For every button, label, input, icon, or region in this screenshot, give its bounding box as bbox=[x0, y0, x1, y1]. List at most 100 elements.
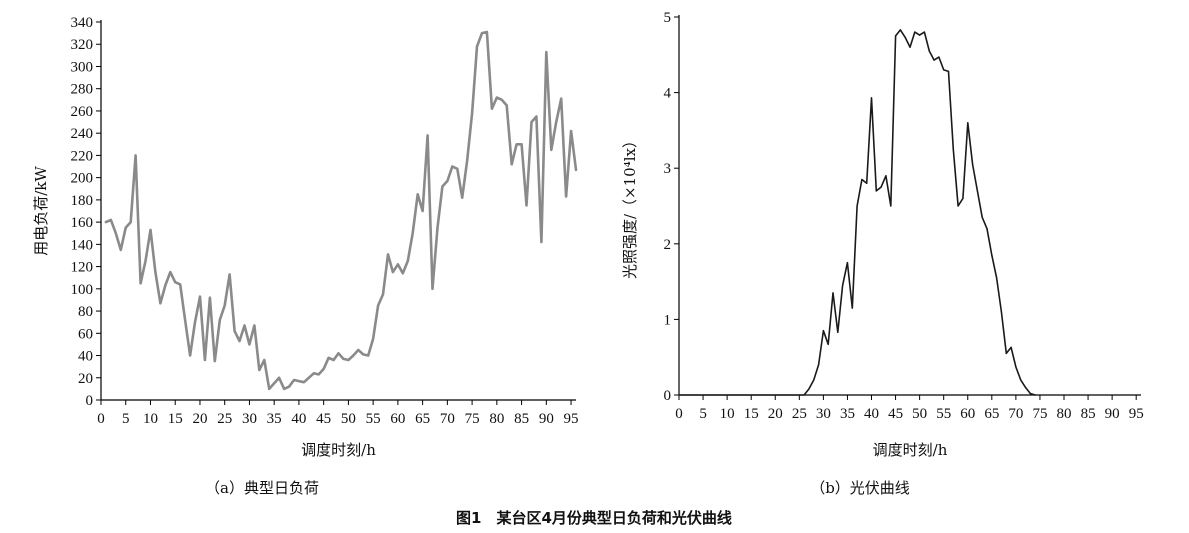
y-tick-label: 4 bbox=[664, 86, 672, 102]
data-point bbox=[506, 104, 508, 106]
data-point bbox=[971, 163, 974, 166]
x-tick-label: 65 bbox=[415, 411, 430, 427]
x-tick-label: 5 bbox=[699, 406, 707, 422]
data-point bbox=[947, 70, 950, 73]
data-point bbox=[209, 297, 211, 299]
data-point bbox=[991, 254, 993, 256]
data-point bbox=[337, 352, 340, 354]
data-point bbox=[248, 343, 251, 346]
x-tick-label: 65 bbox=[984, 406, 999, 422]
data-point bbox=[491, 108, 493, 110]
y-tick-label: 340 bbox=[71, 15, 94, 31]
y-tick-label: 180 bbox=[71, 193, 94, 209]
x-axis-label: 调度时刻/h bbox=[301, 441, 376, 459]
data-point bbox=[154, 271, 157, 273]
data-point bbox=[149, 229, 152, 231]
data-point bbox=[540, 241, 542, 243]
y-tick-label: 240 bbox=[71, 126, 94, 142]
data-point bbox=[476, 45, 478, 48]
data-point bbox=[928, 50, 930, 52]
data-point bbox=[293, 379, 295, 381]
x-tick-label: 80 bbox=[489, 411, 504, 427]
data-point bbox=[919, 34, 921, 36]
data-point bbox=[827, 343, 829, 345]
data-point bbox=[367, 354, 369, 357]
x-tick-label: 30 bbox=[816, 406, 831, 422]
y-tick-label: 60 bbox=[78, 326, 93, 342]
data-point bbox=[135, 154, 137, 157]
data-point bbox=[159, 302, 161, 304]
data-point bbox=[822, 330, 824, 332]
data-point bbox=[164, 284, 166, 287]
data-point bbox=[204, 359, 206, 361]
data-point bbox=[996, 277, 998, 279]
data-point bbox=[530, 121, 533, 123]
data-point bbox=[803, 394, 805, 396]
data-point bbox=[362, 353, 364, 356]
y-axis-label: 光照强度/（×10⁴lx） bbox=[621, 133, 639, 279]
data-point bbox=[115, 232, 117, 234]
data-point bbox=[238, 340, 241, 342]
x-tick-label: 15 bbox=[168, 411, 183, 427]
data-point bbox=[1010, 346, 1012, 348]
x-tick-label: 30 bbox=[242, 411, 257, 427]
x-tick-label: 0 bbox=[97, 411, 105, 427]
data-point bbox=[273, 382, 275, 384]
data-point bbox=[323, 368, 325, 370]
data-point bbox=[832, 292, 834, 294]
data-point bbox=[214, 360, 216, 362]
data-point bbox=[842, 284, 844, 286]
y-tick-label: 20 bbox=[78, 371, 93, 387]
data-point bbox=[560, 98, 562, 100]
data-point bbox=[189, 354, 191, 357]
data-point bbox=[174, 281, 176, 283]
data-point bbox=[268, 388, 270, 390]
data-point bbox=[392, 271, 394, 273]
y-axis-label: 用电负荷/kW bbox=[32, 166, 50, 256]
y-tick-label: 5 bbox=[664, 10, 672, 26]
y-tick-label: 220 bbox=[71, 148, 94, 164]
data-point bbox=[851, 307, 853, 309]
data-point bbox=[535, 115, 538, 118]
data-point bbox=[486, 31, 488, 33]
x-tick-label: 95 bbox=[1129, 406, 1144, 422]
data-point bbox=[258, 369, 260, 371]
data-point bbox=[233, 330, 236, 332]
data-point bbox=[357, 349, 359, 351]
y-tick-label: 260 bbox=[71, 104, 94, 120]
x-tick-label: 40 bbox=[291, 411, 306, 427]
data-point bbox=[308, 377, 310, 379]
x-tick-label: 70 bbox=[1008, 406, 1023, 422]
data-point bbox=[1015, 366, 1017, 368]
data-point bbox=[397, 263, 399, 265]
data-point bbox=[125, 227, 127, 229]
data-point bbox=[179, 283, 181, 285]
data-point bbox=[909, 46, 911, 48]
x-tick-label: 45 bbox=[888, 406, 903, 422]
x-tick-label: 80 bbox=[1057, 406, 1072, 422]
data-point bbox=[813, 379, 815, 381]
data-point bbox=[1029, 392, 1031, 395]
data-point bbox=[402, 272, 404, 274]
data-point bbox=[461, 197, 463, 199]
data-point bbox=[923, 31, 926, 33]
x-tick-label: 90 bbox=[1105, 406, 1120, 422]
data-point bbox=[808, 388, 810, 390]
data-point bbox=[933, 59, 935, 61]
x-tick-label: 5 bbox=[122, 411, 130, 427]
data-point bbox=[870, 97, 873, 99]
data-point bbox=[431, 288, 434, 290]
data-point bbox=[278, 377, 280, 379]
data-point bbox=[943, 69, 945, 71]
data-point bbox=[224, 304, 226, 307]
data-point bbox=[856, 205, 858, 207]
data-point bbox=[243, 324, 246, 327]
data-point bbox=[422, 210, 424, 212]
data-point bbox=[446, 180, 448, 182]
data-point bbox=[575, 169, 577, 171]
data-point bbox=[199, 296, 201, 298]
data-point bbox=[130, 221, 132, 223]
y-tick-label: 1 bbox=[664, 312, 672, 328]
data-point bbox=[436, 227, 439, 229]
